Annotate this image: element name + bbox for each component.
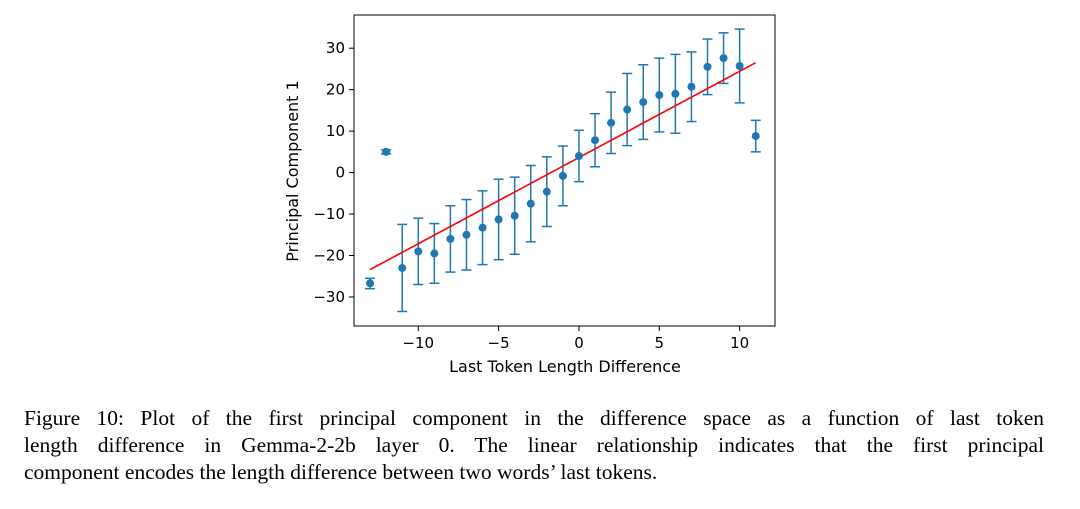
data-point [591, 136, 600, 145]
data-point [671, 89, 680, 98]
y-tick-label: −20 [313, 247, 345, 265]
data-point [655, 91, 664, 100]
data-point [494, 215, 503, 224]
y-tick-label: −10 [313, 205, 345, 223]
data-point [510, 211, 519, 220]
data-point [639, 98, 648, 107]
data-point [623, 105, 632, 114]
x-tick-label: 5 [655, 334, 665, 352]
figure-caption: Figure 10: Plot of the first principal c… [24, 405, 1044, 486]
data-point [478, 223, 487, 232]
data-point [382, 147, 391, 156]
data-point [414, 247, 423, 256]
x-axis-label: Last Token Length Difference [449, 357, 681, 376]
y-axis: −30 −20 −10 0 10 20 30 [313, 39, 354, 306]
data-point [398, 263, 407, 272]
data-point [607, 118, 616, 127]
x-axis: −10 −5 0 5 10 [402, 326, 749, 352]
figure: −10 −5 0 5 10 −30 −20 −10 0 10 20 30 Last Token Le… [283, 14, 776, 376]
x-tick-label: 0 [574, 334, 584, 352]
data-point [703, 62, 712, 71]
data-point [719, 54, 728, 63]
plot-frame [353, 14, 776, 327]
data-point [542, 187, 551, 196]
data-point [526, 199, 535, 208]
data-point [366, 279, 375, 288]
y-tick-label: 20 [326, 81, 345, 99]
caption-line-1: Figure 10: Plot of the first principal c… [24, 406, 1044, 430]
caption-line-3: component encodes the length difference … [24, 460, 658, 484]
data-point [558, 171, 567, 180]
data-point [446, 234, 455, 243]
y-tick-label: −30 [313, 288, 345, 306]
x-tick-label: −10 [402, 334, 434, 352]
data-point [687, 82, 696, 91]
data-point [751, 132, 760, 141]
caption-line-2: length difference in Gemma-2-2b layer 0.… [24, 433, 1044, 457]
y-tick-label: 30 [326, 39, 345, 57]
x-tick-label: 10 [730, 334, 749, 352]
data-point [735, 62, 744, 71]
x-tick-label: −5 [488, 334, 510, 352]
pc1-vs-length-chart: −10 −5 0 5 10 −30 −20 −10 0 10 20 30 Last Token Le… [283, 14, 776, 376]
chart-marks [365, 28, 761, 313]
fit-line [369, 61, 757, 271]
data-point [574, 151, 583, 160]
y-tick-label: 10 [326, 122, 345, 140]
data-point [430, 249, 439, 258]
y-axis-label: Principal Component 1 [283, 80, 302, 261]
y-tick-label: 0 [335, 164, 345, 182]
data-point [462, 230, 471, 239]
